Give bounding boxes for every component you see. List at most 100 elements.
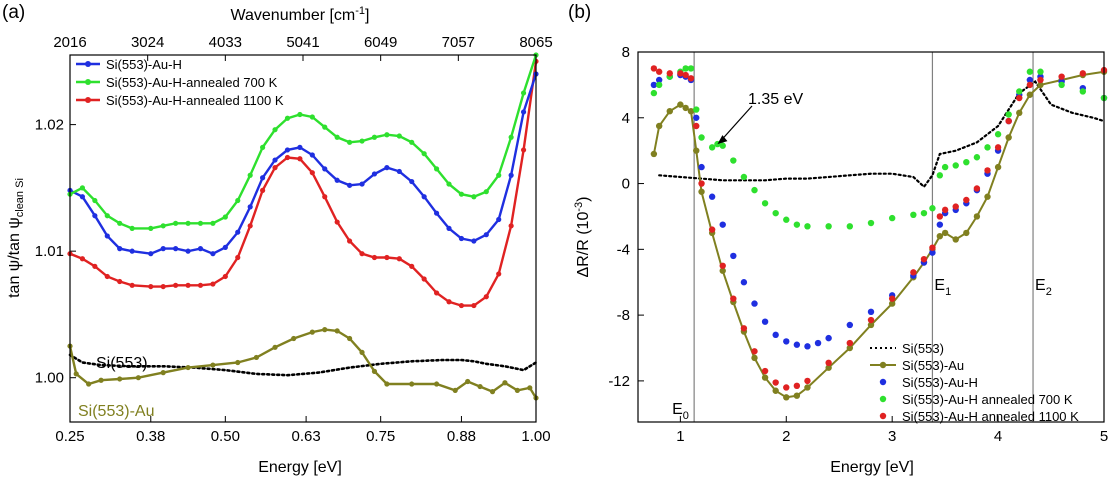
panel-a-data-point bbox=[129, 225, 135, 231]
panel-b-data-point bbox=[693, 147, 700, 154]
panel-b-data-point bbox=[846, 223, 854, 230]
panel-a-data-point bbox=[297, 111, 303, 118]
panel-a-data-point bbox=[197, 282, 204, 288]
panel-a-series-line bbox=[68, 353, 538, 377]
panel-a-data-point bbox=[297, 144, 303, 150]
panel-b-data-point bbox=[1026, 81, 1034, 89]
panel-b-data-point bbox=[708, 226, 716, 233]
panel-a-data-point bbox=[160, 283, 166, 290]
panel-b-data-point bbox=[682, 65, 689, 72]
panel-b-annotation-arrow bbox=[717, 105, 753, 145]
panel-b-data-point bbox=[1037, 68, 1044, 75]
panel-b-legend-label: Si(553)-Au bbox=[902, 358, 964, 373]
panel-b-data-point bbox=[783, 216, 790, 223]
panel-a-data-point bbox=[104, 233, 110, 239]
panel-b-data-point bbox=[814, 339, 822, 347]
panel-b-data-point bbox=[682, 71, 689, 79]
panel-a-x-tick-label: 1.00 bbox=[521, 428, 550, 445]
panel-b-data-point bbox=[888, 295, 896, 302]
panel-a-x-tick-label: 0.88 bbox=[447, 428, 476, 445]
panel-b-data-point bbox=[719, 262, 726, 269]
panel-a-data-point bbox=[173, 282, 179, 288]
panel-b-x-tick-label: 3 bbox=[888, 428, 896, 445]
panel-b-data-point bbox=[1037, 81, 1044, 89]
panel-b-data-point bbox=[846, 339, 854, 347]
panel-a-data-point bbox=[284, 154, 291, 161]
panel-a-curve-label-si553-au: Si(553)-Au bbox=[78, 403, 154, 420]
panel-b-data-point bbox=[740, 325, 748, 332]
panel-a-data-point bbox=[92, 213, 98, 219]
panel-b-data-point bbox=[1058, 73, 1065, 80]
panel-a-data-point bbox=[433, 381, 440, 387]
panel-a-frame bbox=[69, 54, 537, 423]
panel-a-data-point bbox=[371, 171, 378, 177]
panel-a-data-point bbox=[79, 256, 86, 262]
panel-a-data-point bbox=[433, 166, 440, 172]
panel-b-data-point bbox=[963, 196, 970, 204]
panel-a-data-point bbox=[520, 109, 527, 115]
panel-b-data-point bbox=[693, 122, 700, 130]
panel-a-data-point bbox=[222, 214, 228, 220]
panel-b-data-point bbox=[825, 364, 832, 371]
panel-b-data-point bbox=[929, 205, 936, 212]
panel-a-data-point bbox=[86, 381, 92, 387]
panel-b-y-tick-label: 8 bbox=[622, 44, 630, 61]
panel-b-data-point bbox=[973, 213, 981, 220]
panel-a-data-point bbox=[409, 263, 415, 269]
panel-a-y-tick-label: 1.01 bbox=[35, 243, 64, 260]
panel-b-data-point bbox=[719, 142, 726, 149]
panel-b-y-tick-label: -8 bbox=[617, 307, 630, 324]
panel-a-data-point bbox=[309, 114, 315, 120]
panel-b-data-point bbox=[963, 158, 970, 166]
panel-a-data-point bbox=[421, 276, 427, 282]
panel-a-data-point bbox=[409, 381, 415, 387]
panel-a-data-point bbox=[489, 389, 496, 395]
panel-b-data-point bbox=[929, 249, 936, 256]
panel-a-x-tick-label: 0.50 bbox=[211, 428, 240, 445]
panel-a-data-point bbox=[272, 157, 278, 163]
panel-a-data-point bbox=[160, 370, 166, 376]
panel-b-x-axis-title: Energy [eV] bbox=[830, 459, 914, 476]
panel-b-vertical-line-label: E0 bbox=[672, 401, 689, 422]
panel-a-data-point bbox=[409, 139, 415, 145]
panel-a-data-point bbox=[347, 139, 353, 145]
panel-b-data-point bbox=[825, 359, 832, 366]
panel-b-data-point bbox=[793, 221, 801, 228]
panel-b-series-line bbox=[658, 80, 1106, 189]
panel-a-data-point bbox=[334, 328, 340, 334]
panel-b-data-point bbox=[941, 229, 949, 237]
panel-b-annotation-arrow-head bbox=[717, 135, 728, 145]
panel-a-data-point bbox=[235, 229, 241, 235]
panel-a-data-point bbox=[520, 147, 527, 153]
panel-b-data-point bbox=[682, 104, 689, 112]
panel-a-legend-label: Si(553)-Au-H-annealed 700 K bbox=[106, 75, 278, 90]
panel-a-legend-marker bbox=[85, 97, 91, 103]
panel-b-data-point bbox=[772, 379, 779, 386]
panel-b-data-point bbox=[825, 223, 832, 230]
panel-b-y-axis-title: ΔR/R (10-3) bbox=[573, 197, 592, 278]
panel-a-data-point bbox=[73, 371, 79, 377]
panel-b-data-point bbox=[867, 316, 875, 324]
panel-b-data-point bbox=[655, 122, 663, 130]
panel-b: (b) 1 2 3 4 5 8 4 0 -4 -8 -12 E0 E1 E2 Energy [eV] ΔR… bbox=[568, 2, 1108, 476]
panel-a-data-point bbox=[520, 90, 527, 96]
panel-b-data-point bbox=[708, 193, 716, 200]
panel-b-frame bbox=[637, 51, 1105, 423]
panel-a-data-point bbox=[104, 213, 110, 219]
panel-a-top-tick-label: 8065 bbox=[519, 34, 552, 51]
panel-b-data-point bbox=[804, 343, 811, 350]
panel-a-data-point bbox=[247, 172, 253, 178]
panel-a-data-point bbox=[477, 383, 483, 390]
panel-a-data-point bbox=[79, 185, 86, 191]
panel-b-data-point bbox=[1026, 91, 1034, 98]
panel-b-data-point bbox=[888, 300, 896, 307]
panel-b-data-point bbox=[936, 232, 944, 240]
panel-a-data-point bbox=[458, 302, 465, 309]
panel-a-data-point bbox=[235, 197, 241, 204]
panel-a-data-point bbox=[210, 362, 216, 368]
panel-a-data-point bbox=[359, 138, 365, 144]
panel-a-data-point bbox=[359, 251, 365, 257]
panel-a-data-point bbox=[148, 283, 154, 290]
panel-a: (a) Wavenumber [cm-1] 0.25 0.38 0.50 0.63 0.… bbox=[2, 2, 553, 476]
panel-b-data-point bbox=[693, 114, 700, 121]
